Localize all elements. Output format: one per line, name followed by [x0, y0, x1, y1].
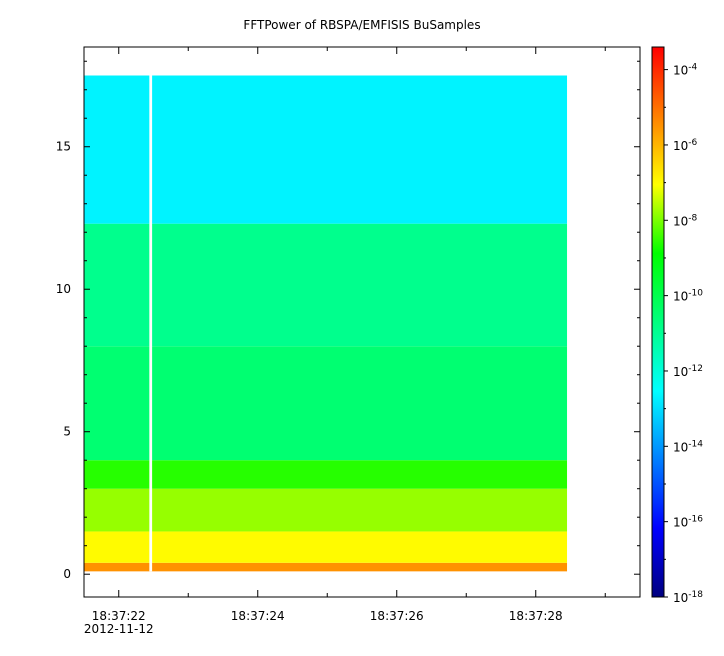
colorbar-tick-label: 10-14 [673, 439, 703, 454]
power-band-6 [84, 75, 568, 224]
colorbar-ticks: 10-18 10-16 10-14 10-12 10-10 10-8 10-6 10-4 [664, 63, 703, 605]
y-tick-label: 10 [56, 282, 71, 296]
y-tick-label: 5 [63, 425, 71, 439]
plot-area [84, 75, 568, 572]
plot-frame [83, 46, 641, 598]
colorbar-tick-label: 10-18 [673, 590, 703, 605]
colorbar-tick-label: 10-6 [673, 138, 698, 153]
x-tick-label: 18:37:24 [231, 609, 285, 623]
power-band-0 [84, 562, 568, 572]
power-band-4 [84, 346, 568, 461]
chart-title: FFTPower of RBSPA/EMFISIS BuSamples [243, 18, 481, 32]
colorbar-tick-label: 10-4 [673, 63, 698, 78]
power-band-3 [84, 460, 568, 489]
x-tick-label: 18:37:26 [370, 609, 424, 623]
power-band-2 [84, 488, 568, 532]
power-band-1 [84, 531, 568, 563]
colorbar-tick-label: 10-16 [673, 515, 703, 530]
colorbar [651, 46, 665, 598]
y-tick-label: 0 [63, 567, 71, 581]
date-label: 2012-11-12 [84, 622, 154, 636]
x-tick-label: 18:37:28 [509, 609, 563, 623]
axes: 0 5 10 15 18:37:22 18:37:24 18:37:26 18:37:28 20… [56, 47, 640, 636]
power-band-5 [84, 223, 568, 347]
colorbar-tick-label: 10-10 [673, 289, 703, 304]
y-tick-label: 15 [56, 140, 71, 154]
data-gap [149, 75, 153, 572]
colorbar-tick-label: 10-8 [673, 213, 698, 228]
colorbar-tick-label: 10-12 [673, 364, 703, 379]
x-tick-label: 18:37:22 [92, 609, 146, 623]
